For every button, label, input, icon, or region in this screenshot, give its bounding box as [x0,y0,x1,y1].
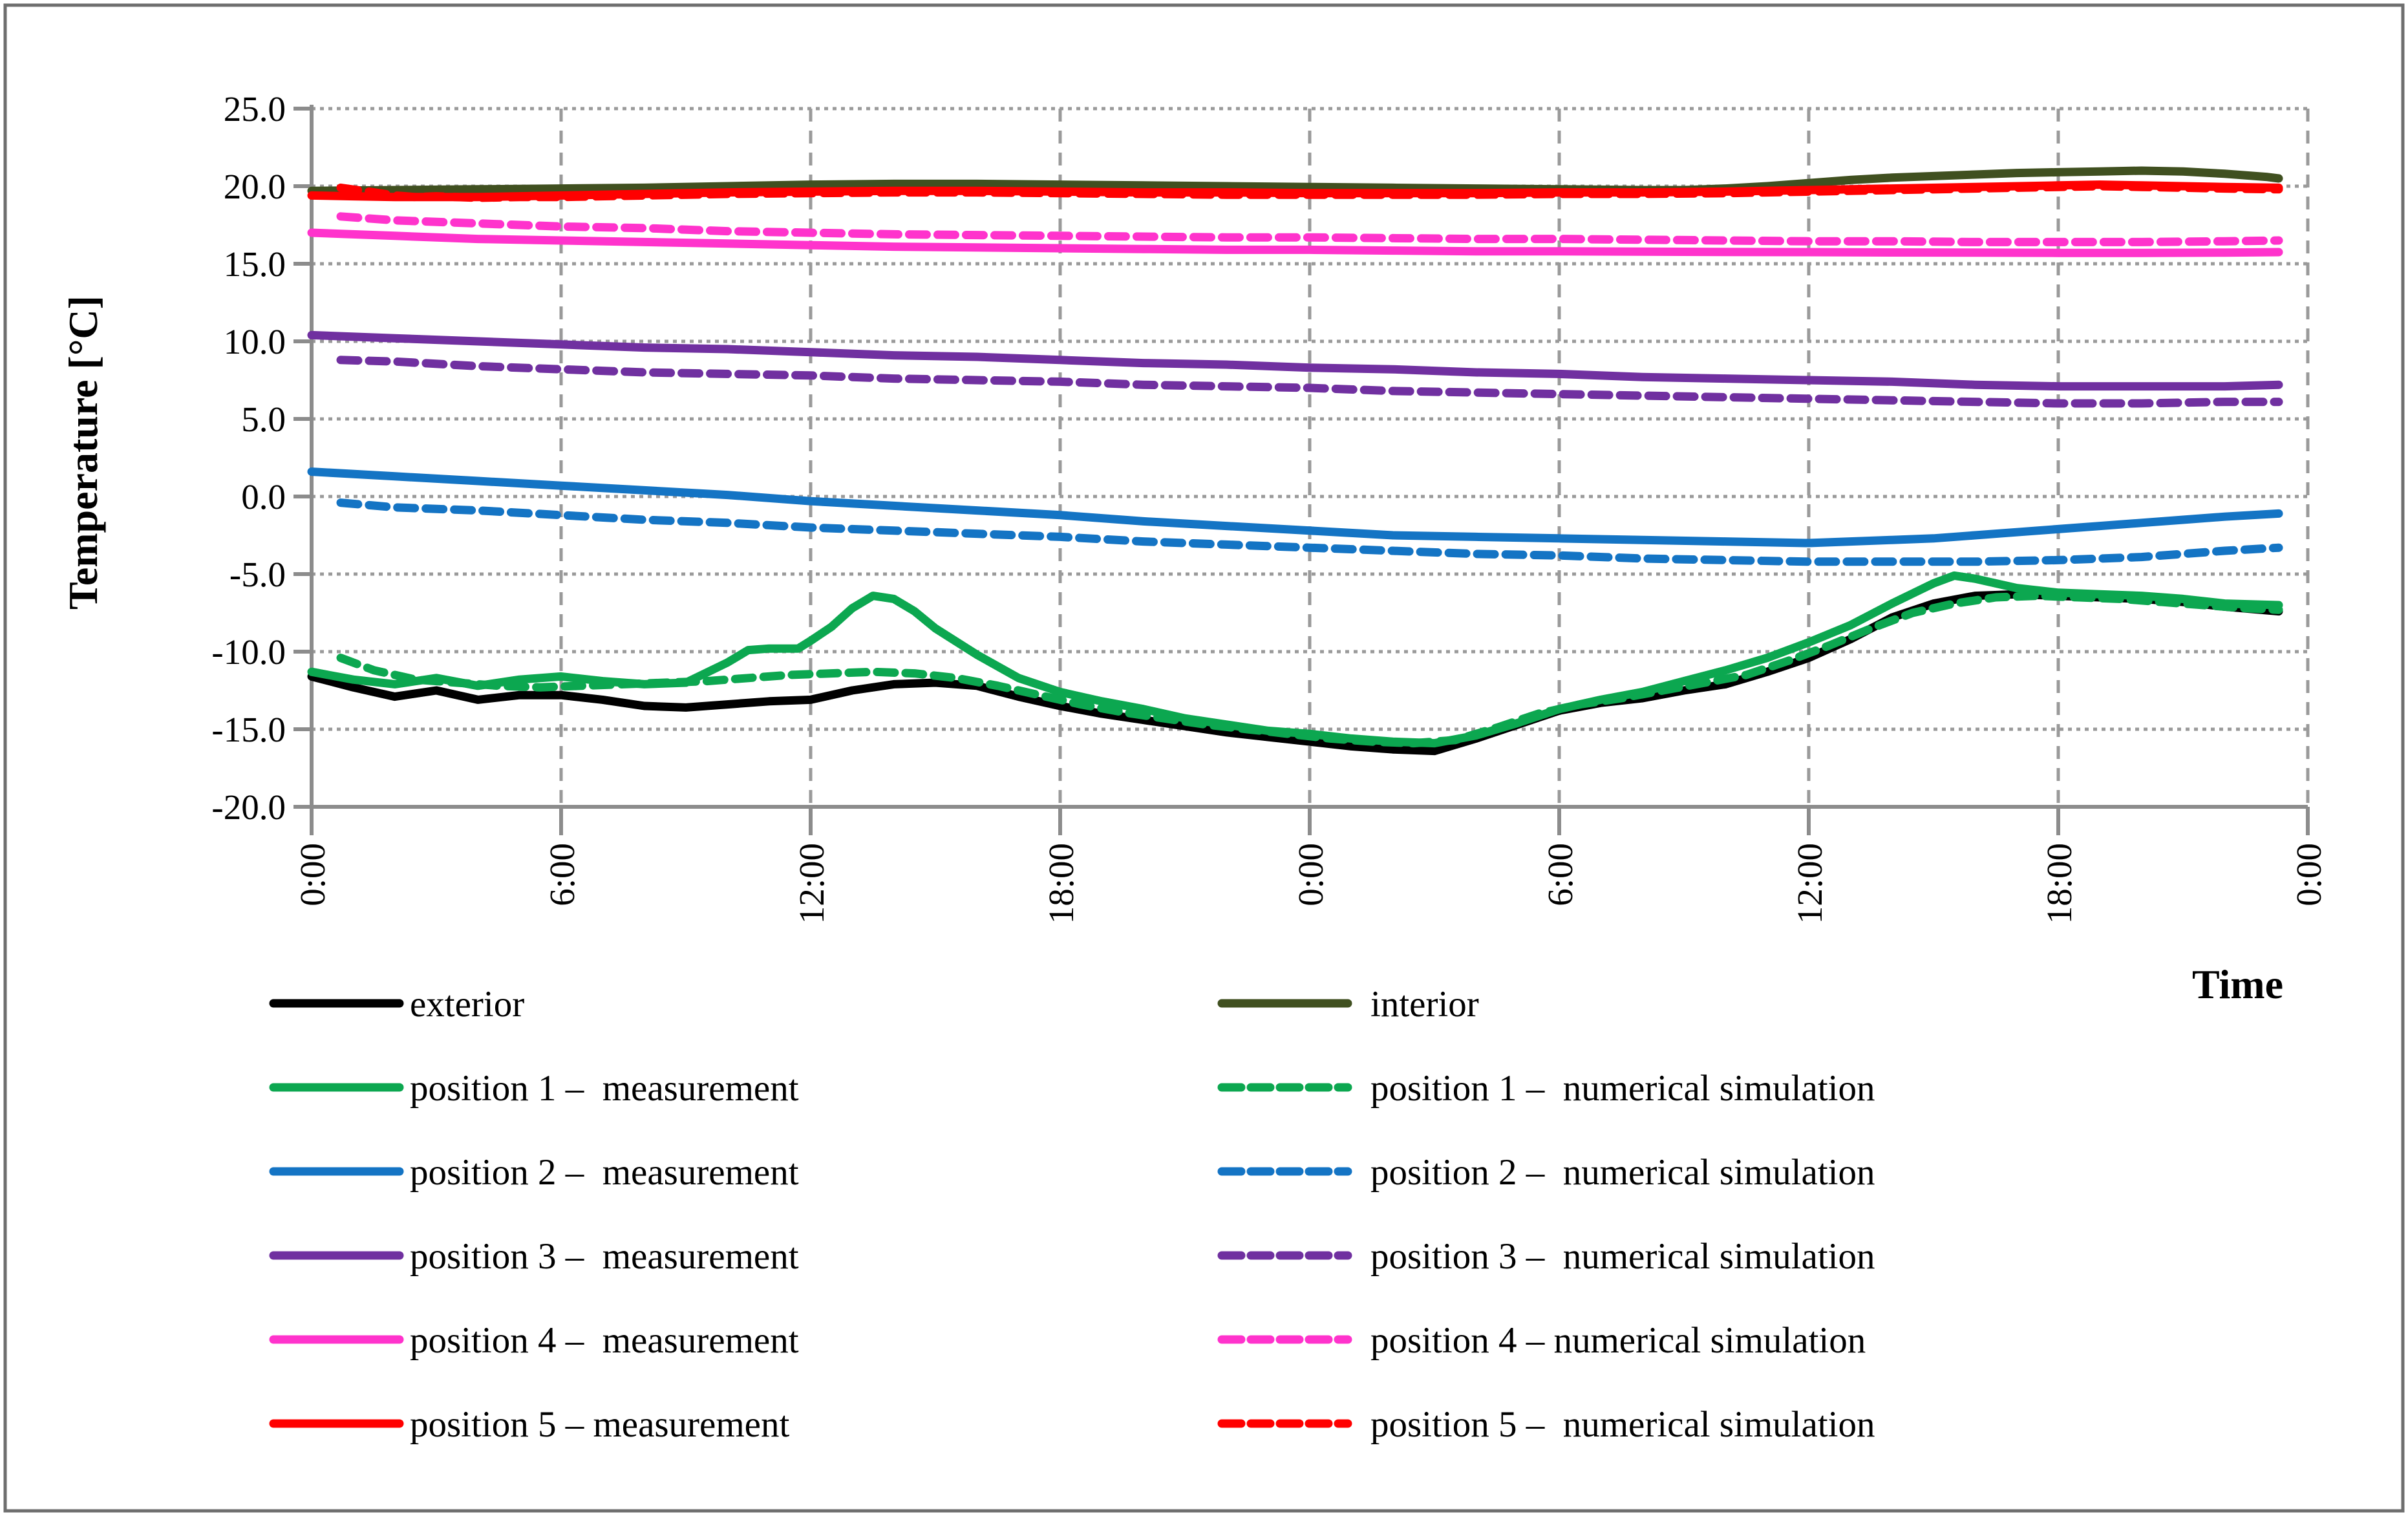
series-position2_measurement-line [307,467,2283,548]
x-tick-label-6: 12:00 [1790,843,1829,924]
legend-label-position5-simulation: position 5 – numerical simulation [1370,1404,1875,1445]
y-tick-label--20: -20.0 [211,787,286,827]
x-tick-label-8: 0:00 [2289,843,2328,906]
x-tick-label-7: 18:00 [2040,843,2079,924]
y-tick-label-0: 0.0 [241,477,286,517]
y-axis-title: Temperature [°C] [60,295,106,610]
x-tick-label-5: 6:00 [1540,843,1580,906]
legend-swatches [269,999,1352,1428]
legend-label-position3-simulation: position 3 – numerical simulation [1370,1236,1875,1277]
series-exterior-line [307,590,2283,756]
y-tick-label-25: 25.0 [224,89,286,129]
x-axis-title: Time [2192,961,2283,1007]
series-position3_measurement-line [307,330,2283,391]
series-position4_simulation-line [336,212,2283,246]
y-tick-label-5: 5.0 [241,400,286,439]
legend-label-position2-simulation: position 2 – numerical simulation [1370,1152,1875,1193]
tick-labels: 25.0 20.0 15.0 10.0 5.0 0.0 -5.0 -10.0 -15.0 -20.… [211,89,2328,924]
y-tick-label-10: 10.0 [224,322,286,361]
y-tick-label--15: -15.0 [211,710,286,749]
legend: exterior position 1 – measurement positi… [269,984,1875,1445]
legend-label-position5-measurement: position 5 – measurement [410,1404,789,1445]
legend-label-position3-measurement: position 3 – measurement [410,1236,799,1277]
x-tick-label-4: 0:00 [1291,843,1330,906]
series-position1_simulation-line [336,592,2283,748]
legend-label-exterior: exterior [410,984,524,1025]
y-tick-label--5: -5.0 [229,555,286,594]
series-position2_simulation-line [336,498,2283,566]
y-tick-label-15: 15.0 [224,244,286,284]
legend-label-interior: interior [1370,984,1479,1025]
series-position5_simulation-line [336,182,2283,202]
y-tick-label-20: 20.0 [224,167,286,206]
y-tick-label--10: -10.0 [211,632,286,672]
x-tick-label-1: 6:00 [542,843,582,906]
legend-label-position2-measurement: position 2 – measurement [410,1152,799,1193]
x-tick-label-2: 12:00 [792,843,831,924]
axes [293,105,2310,835]
legend-label-position4-simulation: position 4 – numerical simulation [1370,1320,1866,1361]
legend-label-position1-measurement: position 1 – measurement [410,1068,799,1109]
legend-label-position1-simulation: position 1 – numerical simulation [1370,1068,1875,1109]
data-series [307,166,2283,756]
series-position3_simulation-line [336,356,2283,408]
legend-labels: exterior position 1 – measurement positi… [410,984,1875,1445]
x-tick-label-3: 18:00 [1041,843,1081,924]
legend-label-position4-measurement: position 4 – measurement [410,1320,799,1361]
series-position4_measurement-line [307,228,2283,257]
figure-border [3,3,2405,1513]
x-tick-label-0: 0:00 [293,843,332,906]
